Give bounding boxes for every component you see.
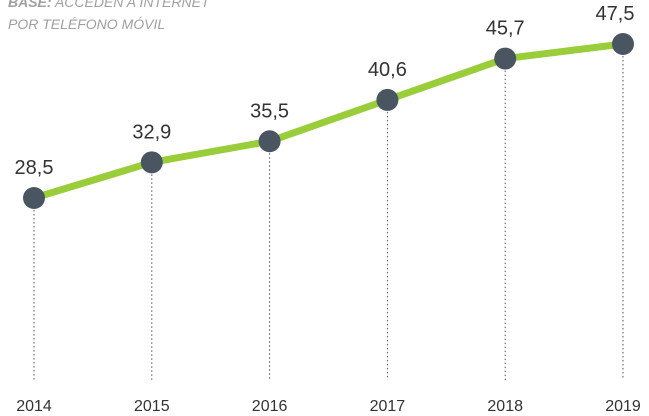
marker bbox=[258, 130, 281, 153]
value-label: 28,5 bbox=[15, 157, 54, 179]
value-label: 35,5 bbox=[250, 100, 289, 122]
marker bbox=[23, 187, 45, 209]
marker bbox=[612, 33, 634, 55]
value-label: 47,5 bbox=[596, 3, 635, 25]
value-label: 32,9 bbox=[132, 121, 171, 143]
subtitle-text: ACCEDEN A INTERNET bbox=[54, 0, 211, 10]
x-tick-label: 2015 bbox=[134, 398, 170, 415]
value-label: 40,6 bbox=[368, 59, 407, 81]
marker bbox=[494, 47, 517, 70]
subtitle-label: BASE: bbox=[8, 0, 52, 10]
marker bbox=[140, 151, 163, 174]
x-tick-label: 2017 bbox=[370, 398, 406, 415]
subtitle-line: POR TELÉFONO MÓVIL bbox=[8, 16, 165, 32]
subtitle-line: BASE: ACCEDEN A INTERNET bbox=[8, 0, 211, 10]
value-label: 45,7 bbox=[486, 18, 525, 40]
x-tick-label: 2014 bbox=[16, 398, 52, 415]
marker bbox=[376, 88, 399, 111]
x-tick-label: 2019 bbox=[605, 398, 641, 415]
x-tick-label: 2018 bbox=[487, 398, 523, 415]
x-tick-label: 2016 bbox=[252, 398, 288, 415]
line bbox=[32, 40, 624, 202]
